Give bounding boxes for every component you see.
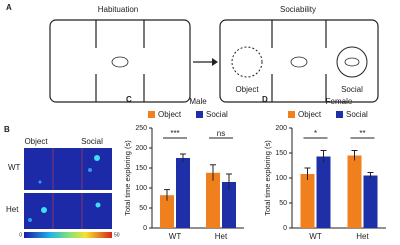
x-tick-label: Het	[215, 232, 228, 241]
y-tick-label: 200	[275, 125, 287, 132]
legend-label: Object	[298, 110, 322, 119]
panel-label: D	[262, 95, 268, 104]
x-tick-label: WT	[309, 232, 322, 241]
x-tick-label: WT	[169, 232, 182, 241]
bar	[206, 172, 220, 228]
y-tick-label: 0	[143, 225, 147, 232]
y-tick-label: 150	[275, 150, 287, 157]
diagram-title: Sociability	[280, 5, 316, 14]
color-bar	[24, 232, 112, 238]
y-tick-label: 200	[135, 145, 147, 152]
bar	[316, 156, 331, 228]
color-bar-label: 0	[19, 232, 22, 238]
y-tick-label: 100	[135, 185, 147, 192]
significance: ns	[217, 129, 225, 138]
color-bar-label: 50	[114, 232, 120, 238]
y-tick-label: 0	[283, 225, 287, 232]
chamber-label: Object	[235, 85, 259, 94]
legend-swatch	[288, 111, 295, 118]
chart-title: Male	[189, 97, 207, 106]
heatmap-column: Object	[24, 137, 48, 146]
diagram-title: Habituation	[98, 5, 138, 14]
legend-label: Social	[346, 110, 368, 119]
bar	[347, 155, 362, 228]
significance: ***	[170, 129, 179, 138]
y-tick-label: 150	[135, 165, 147, 172]
legend-label: Object	[158, 110, 182, 119]
chart-title: Female	[326, 97, 353, 106]
y-axis-label: Total time exploring (s)	[263, 140, 272, 216]
y-tick-label: 250	[135, 125, 147, 132]
panel-label: B	[4, 125, 10, 134]
bar	[222, 182, 236, 228]
legend-swatch	[196, 111, 203, 118]
bar	[176, 158, 190, 228]
bar	[363, 175, 378, 228]
arrow	[193, 58, 218, 66]
x-tick-label: Het	[356, 232, 369, 241]
chamber-label: Social	[341, 85, 363, 94]
legend-swatch	[148, 111, 155, 118]
y-tick-label: 100	[275, 175, 287, 182]
panel-label: A	[6, 3, 12, 12]
legend-label: Social	[206, 110, 228, 119]
heatmap-row: WT	[8, 163, 21, 172]
heatmap-row: Het	[6, 205, 19, 214]
bar	[160, 195, 174, 228]
y-tick-label: 50	[279, 200, 287, 207]
significance: **	[359, 129, 365, 138]
y-tick-label: 50	[139, 205, 147, 212]
legend-swatch	[336, 111, 343, 118]
panel-label: C	[126, 95, 132, 104]
significance: *	[314, 129, 317, 138]
y-axis-label: Total time exploring (s)	[123, 140, 132, 216]
arena-sociability	[219, 19, 379, 103]
bar	[300, 174, 315, 228]
heatmap-column: Social	[81, 137, 103, 146]
heatmap	[24, 148, 112, 229]
arena-habituation	[49, 19, 191, 103]
